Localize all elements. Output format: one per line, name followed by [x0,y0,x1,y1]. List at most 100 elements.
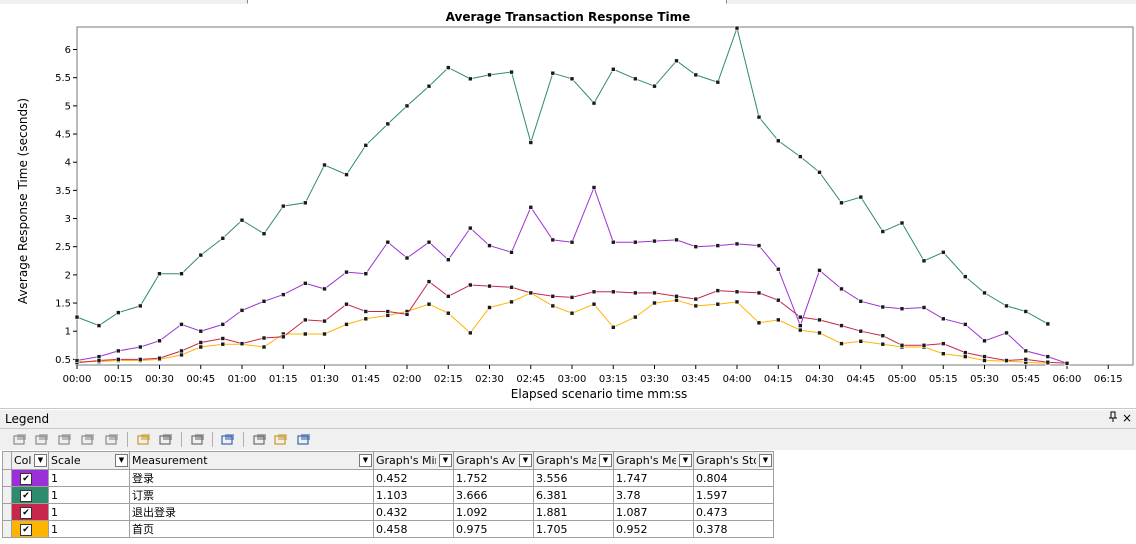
document-tab-strip [0,0,1136,4]
data-point-marker [632,239,638,245]
median-cell: 1.087 [613,503,694,521]
data-point-marker [817,330,822,336]
x-tick-label: 01:15 [269,374,298,385]
print-icon[interactable] [190,432,206,446]
col-header-color[interactable]: Col ▼ [11,451,49,470]
legend-row[interactable]: ✔ 1 退出登录 0.432 1.092 1.881 1.087 0.473 [2,503,774,521]
data-point-marker [550,303,556,309]
data-point-marker [962,322,968,327]
data-point-marker [797,327,803,333]
chevron-down-icon[interactable]: ▼ [679,454,692,467]
data-point-marker [775,317,781,323]
col-header-min[interactable]: Graph's Mini▼ [373,451,454,470]
data-point-marker [880,229,886,234]
x-tick-label: 01:00 [228,374,257,385]
min-cell: 0.458 [373,520,454,538]
chevron-down-icon[interactable]: ▼ [359,454,372,467]
copy-icon[interactable] [158,432,174,446]
legend-row[interactable]: ✔ 1 登录 0.452 1.752 3.556 1.747 0.804 [2,469,774,487]
visibility-checkbox[interactable]: ✔ [20,473,32,485]
data-point-marker [880,333,886,339]
data-point-marker [138,344,143,350]
details-icon[interactable] [296,432,312,446]
row-selector[interactable] [2,486,12,504]
y-tick-label: 3 [65,214,71,225]
data-point-marker [734,241,740,247]
row-selector[interactable] [2,520,12,538]
series-color-cell[interactable]: ✔ [11,486,49,504]
visibility-checkbox[interactable]: ✔ [20,507,32,519]
col-header-median[interactable]: Graph's Med▼ [613,451,694,470]
row-selector-header[interactable] [2,451,12,470]
data-point-marker [715,288,721,293]
y-tick-label: 3.5 [55,186,71,197]
data-point-marker [839,286,844,292]
col-header-scale[interactable]: Scale ▼ [48,451,130,470]
data-point-marker [756,320,762,326]
min-cell: 0.432 [373,503,454,521]
scale-cell: 1 [48,486,130,504]
chevron-down-icon[interactable]: ▼ [439,454,452,467]
bring-front-icon[interactable] [252,432,268,446]
visibility-checkbox[interactable]: ✔ [20,524,32,536]
data-point-marker [858,328,864,334]
pin-icon[interactable] [1108,411,1118,426]
configure-icon[interactable] [57,432,73,446]
hide-icon[interactable] [34,432,50,446]
highlight-icon[interactable] [273,432,289,446]
data-point-marker [261,344,267,350]
data-point-marker [445,293,451,299]
row-selector[interactable] [2,469,12,487]
data-point-marker [74,314,80,320]
data-point-marker [302,280,308,286]
ave-cell: 1.752 [453,469,534,487]
data-point-marker [982,358,987,363]
series-color-cell[interactable]: ✔ [11,520,49,538]
legend-row[interactable]: ✔ 1 首页 0.458 0.975 1.705 0.952 0.378 [2,520,774,538]
legend-row[interactable]: ✔ 1 订票 1.103 3.666 6.381 3.78 1.597 [2,486,774,504]
data-point-marker [899,342,905,348]
chevron-down-icon[interactable]: ▼ [759,454,772,467]
close-icon[interactable]: × [1121,411,1132,425]
data-point-marker [261,298,267,304]
response-time-chart[interactable]: Average Transaction Response Time Elapse… [0,4,1136,408]
export-icon[interactable] [136,432,152,446]
chevron-down-icon[interactable]: ▼ [34,454,47,467]
visibility-checkbox[interactable]: ✔ [20,490,32,502]
data-point-marker [322,286,327,292]
data-point-marker [550,70,556,76]
data-point-marker [528,205,534,210]
link-icon[interactable] [80,432,96,446]
chevron-down-icon[interactable]: ▼ [599,454,612,467]
active-document-tab[interactable] [247,0,727,4]
col-header-color-label: Col [14,454,32,467]
chevron-down-icon[interactable]: ▼ [115,454,128,467]
data-point-marker [179,348,184,354]
col-header-std-label: Graph's Std. [696,454,756,467]
columns-icon[interactable] [220,432,236,446]
series-color-swatch: ✔ [12,487,48,503]
col-header-max[interactable]: Graph's Max▼ [533,451,614,470]
series-color-swatch: ✔ [12,470,48,486]
col-header-ave[interactable]: Graph's Ave ▼ [453,451,534,470]
x-axis-label: Elapsed scenario time mm:ss [511,387,687,401]
series-color-cell[interactable]: ✔ [11,469,49,487]
filter-icon[interactable] [104,432,120,446]
std-cell: 0.473 [693,503,774,521]
show-all-icon[interactable] [12,432,28,446]
data-point-marker [1004,358,1009,363]
chevron-down-icon[interactable]: ▼ [519,454,532,467]
data-point-marker [116,348,121,354]
data-point-marker [693,72,699,78]
data-point-marker [509,250,514,255]
plot-area: 0.5 1 1.5 2 2.5 3 3.5 4 4.5 5 5.5 6 00:00 00:15 00:30 0… [55,25,1134,385]
data-point-marker [674,293,679,299]
row-selector[interactable] [2,503,12,521]
col-header-std[interactable]: Graph's Std.▼ [693,451,774,470]
toolbar-separator [243,432,244,447]
data-point-marker [817,170,822,175]
x-tick-label: 02:00 [393,374,422,385]
series-color-cell[interactable]: ✔ [11,503,49,521]
data-point-marker [385,309,391,314]
col-header-measurement[interactable]: Measurement ▼ [129,451,374,470]
